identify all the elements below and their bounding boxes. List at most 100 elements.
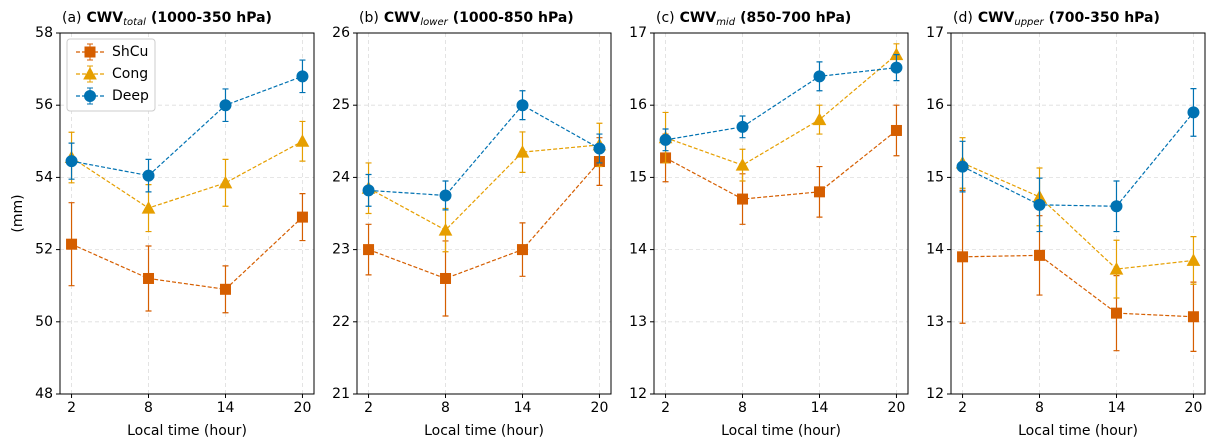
marker: [438, 223, 453, 236]
x-tick-label: 14: [1108, 400, 1126, 416]
marker: [84, 46, 96, 58]
marker: [659, 133, 672, 146]
y-tick-label: 17: [629, 25, 647, 41]
series-line: [665, 130, 897, 200]
marker: [84, 90, 96, 102]
y-tick-label: 52: [35, 242, 53, 258]
series-line: [665, 54, 897, 166]
marker: [440, 272, 452, 284]
y-tick-label: 25: [332, 97, 350, 113]
x-axis-label: Local time (hour): [127, 423, 247, 439]
series-line: [71, 216, 303, 290]
marker: [890, 61, 903, 74]
y-tick-label: 22: [332, 314, 350, 330]
plot-frame: [356, 32, 612, 395]
marker: [1033, 198, 1046, 211]
x-axis-label: Local time (hour): [1018, 423, 1138, 439]
marker: [1187, 311, 1199, 323]
marker: [516, 99, 529, 112]
series-line: [368, 161, 600, 280]
x-tick-label: 8: [144, 400, 153, 416]
x-tick-label: 2: [958, 400, 967, 416]
series-line: [962, 112, 1194, 207]
marker: [141, 201, 156, 214]
panel-title: (a) CWVtotal (1000-350 hPa): [62, 10, 272, 28]
marker: [1186, 253, 1201, 266]
y-axis-label: (mm): [10, 194, 26, 232]
marker: [439, 189, 452, 202]
marker: [362, 184, 375, 197]
plot-frame: [59, 32, 315, 395]
panel: 21 22 23 24 25 26 2 8 14 20 (b) CWVlower (1000-850 h…: [332, 10, 612, 439]
marker: [813, 70, 826, 83]
y-tick-label: 58: [35, 25, 53, 41]
marker: [890, 124, 902, 136]
y-tick-label: 12: [926, 386, 944, 402]
marker: [956, 160, 969, 173]
y-tick-label: 13: [926, 314, 944, 330]
title-main: CWV: [384, 10, 421, 26]
x-tick-label: 8: [738, 400, 747, 416]
series-line: [71, 140, 303, 209]
legend-label: ShCu: [112, 44, 148, 60]
title-subscript: lower: [420, 17, 448, 28]
x-tick-label: 8: [1035, 400, 1044, 416]
y-tick-label: 17: [926, 25, 944, 41]
series-line: [368, 144, 600, 231]
y-tick-label: 16: [629, 97, 647, 113]
title-suffix: (850-700 hPa): [740, 10, 851, 26]
legend: ShCu Cong Deep: [66, 38, 156, 112]
x-tick-label: 14: [811, 400, 829, 416]
y-tick-label: 12: [629, 386, 647, 402]
x-axis-label: Local time (hour): [424, 423, 544, 439]
marker: [295, 134, 310, 147]
marker: [83, 66, 97, 80]
y-tick-label: 24: [332, 169, 350, 185]
marker: [1187, 106, 1200, 119]
panel-title: (b) CWVlower (1000-850 hPa): [359, 10, 574, 28]
marker: [735, 158, 750, 171]
marker: [363, 244, 375, 256]
panel-label: (d): [953, 10, 973, 26]
series-line: [962, 254, 1194, 318]
title-subscript: upper: [1014, 17, 1044, 28]
y-tick-label: 13: [629, 314, 647, 330]
marker: [736, 120, 749, 133]
panel-label: (c): [656, 10, 675, 26]
y-tick-label: 23: [332, 242, 350, 258]
marker: [737, 193, 749, 205]
plot-frame: [950, 32, 1206, 395]
x-tick-label: 20: [1185, 400, 1203, 416]
title-suffix: (700-350 hPa): [1049, 10, 1160, 26]
panel: 48 50 52 54 56 58 2 8 14 20 (a) CWVtotal (1000-350 h…: [10, 10, 315, 439]
y-tick-label: 21: [332, 386, 350, 402]
series-line: [962, 162, 1194, 270]
marker: [296, 211, 308, 223]
marker: [1034, 249, 1046, 261]
x-tick-label: 2: [364, 400, 373, 416]
x-tick-label: 20: [591, 400, 609, 416]
series-line: [665, 67, 897, 141]
panel-title: (d) CWVupper (700-350 hPa): [953, 10, 1160, 28]
panel-label: (b): [359, 10, 379, 26]
title-main: CWV: [680, 10, 717, 26]
y-tick-label: 48: [35, 386, 53, 402]
marker: [142, 169, 155, 182]
title-subscript: total: [123, 17, 146, 28]
marker: [219, 283, 231, 295]
series-line: [368, 104, 600, 197]
x-tick-label: 20: [888, 400, 906, 416]
marker: [812, 112, 827, 126]
y-tick-label: 14: [926, 242, 944, 258]
title-suffix: (1000-850 hPa): [453, 10, 574, 26]
y-tick-label: 26: [332, 25, 350, 41]
title-suffix: (1000-350 hPa): [151, 10, 272, 26]
legend-label: Cong: [112, 66, 148, 82]
marker: [65, 155, 78, 168]
x-tick-label: 14: [217, 400, 235, 416]
marker: [296, 70, 309, 83]
marker: [1110, 307, 1122, 319]
y-tick-label: 54: [35, 169, 53, 185]
x-tick-label: 14: [514, 400, 532, 416]
marker: [957, 251, 969, 263]
